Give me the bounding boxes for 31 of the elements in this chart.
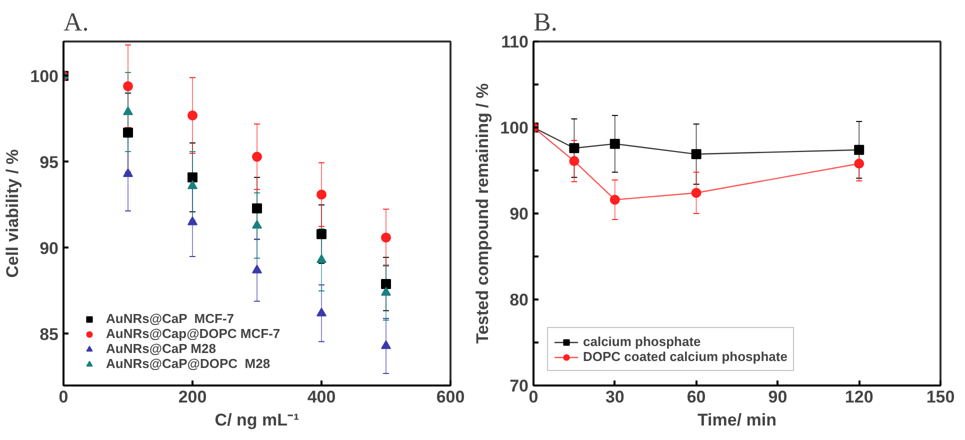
y-tick-label: 100 [500, 118, 529, 138]
legend-label: AuNRs@CaP M28 [106, 341, 216, 356]
legend-label: calcium phosphate [583, 334, 701, 349]
x-axis-title: C/ ng mL⁻¹ [214, 410, 300, 430]
x-tick-label: 90 [768, 388, 788, 406]
x-tick-label: 150 [926, 388, 955, 406]
legend-label: AuNRs@CaP@DOPC M28 [106, 356, 270, 371]
y-tick-label: 80 [510, 290, 529, 310]
y-tick-label: 85 [40, 324, 59, 344]
y-tick-label: 100 [30, 66, 59, 86]
x-tick-label: 200 [178, 388, 207, 406]
y-tick-label: 90 [40, 238, 59, 258]
y-tick-label: 70 [510, 376, 529, 396]
y-tick-label: 90 [510, 204, 529, 224]
x-tick-label: 400 [307, 388, 336, 406]
y-tick-label: 110 [501, 32, 529, 52]
y-axis-title: Cell viability / % [3, 149, 22, 278]
x-tick-label: 0 [528, 388, 538, 406]
legend-label: DOPC coated calcium phosphate [583, 349, 788, 364]
chart-title: B. [534, 8, 558, 36]
y-tick-label: 95 [40, 152, 59, 172]
x-tick-label: 60 [686, 388, 706, 406]
legend-label: AuNRs@Cap@DOPC MCF-7 [106, 326, 280, 341]
x-tick-label: 0 [58, 388, 68, 406]
x-tick-label: 600 [436, 388, 465, 406]
x-tick-label: 30 [605, 388, 624, 406]
y-axis-title: Tested compound remaining / % [473, 83, 492, 344]
chart-title: A. [64, 8, 89, 36]
legend-label: AuNRs@CaP MCF-7 [106, 311, 234, 326]
x-tick-label: 120 [844, 388, 874, 406]
x-axis-title: Time/ min [697, 410, 777, 430]
